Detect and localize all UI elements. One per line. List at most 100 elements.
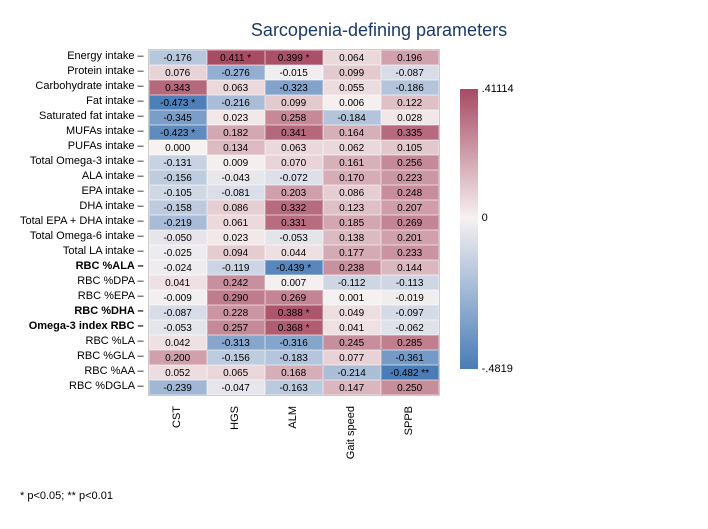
heatmap-cell: 0.042 (149, 335, 207, 350)
heatmap-cell: 0.070 (265, 155, 323, 170)
heatmap-cell: 0.258 (265, 110, 323, 125)
heatmap-cell: 0.233 (381, 245, 439, 260)
col-labels: CSTHGSALMGait speedSPPB (148, 400, 440, 470)
heatmap-cell: -0.216 (207, 95, 265, 110)
heatmap-cell: -0.047 (207, 380, 265, 395)
heatmap-cell: 0.076 (149, 65, 207, 80)
row-label: EPA intake – (20, 184, 144, 199)
heatmap-cell: 0.341 (265, 125, 323, 140)
heatmap-cell: -0.043 (207, 170, 265, 185)
col-label: SPPB (374, 406, 444, 464)
heatmap-cell: -0.323 (265, 80, 323, 95)
heatmap-cell: 0.144 (381, 260, 439, 275)
heatmap-cell: 0.094 (207, 245, 265, 260)
row-label: PUFAs intake – (20, 139, 144, 154)
heatmap-area: Energy intake –Protein intake –Carbohydr… (20, 49, 688, 470)
heatmap-cell: 0.065 (207, 365, 265, 380)
heatmap-cell: -0.423 * (149, 125, 207, 140)
heatmap-row: -0.423 *0.1820.3410.1640.335 (149, 125, 439, 140)
heatmap-cell: -0.087 (381, 65, 439, 80)
heatmap-cell: 0.138 (323, 230, 381, 245)
row-label: Omega-3 index RBC – (20, 319, 144, 334)
heatmap-cell: -0.025 (149, 245, 207, 260)
heatmap-row: -0.1310.0090.0700.1610.256 (149, 155, 439, 170)
heatmap-cell: 0.170 (323, 170, 381, 185)
heatmap-row: -0.1580.0860.3320.1230.207 (149, 200, 439, 215)
heatmap-row: -0.239-0.047-0.1630.1470.250 (149, 380, 439, 395)
heatmap-cell: -0.473 * (149, 95, 207, 110)
heatmap-cell: 0.388 * (265, 305, 323, 320)
heatmap-cell: -0.062 (381, 320, 439, 335)
heatmap-cell: -0.112 (323, 275, 381, 290)
heatmap-cell: 0.399 * (265, 50, 323, 65)
heatmap-cell: 0.290 (207, 290, 265, 305)
heatmap-cell: -0.156 (207, 350, 265, 365)
heatmap-cell: 0.185 (323, 215, 381, 230)
heatmap-cell: -0.009 (149, 290, 207, 305)
row-label: Protein intake – (20, 64, 144, 79)
heatmap-cell: 0.269 (265, 290, 323, 305)
heatmap-cell: -0.113 (381, 275, 439, 290)
heatmap-cell: 0.062 (323, 140, 381, 155)
heatmap-grid: -0.1760.411 *0.399 *0.0640.1960.076-0.27… (148, 49, 440, 396)
heatmap-row: -0.024-0.119-0.439 *0.2380.144 (149, 260, 439, 275)
heatmap-cell: 0.177 (323, 245, 381, 260)
heatmap-row: -0.105-0.0810.2030.0860.248 (149, 185, 439, 200)
heatmap-cell: -0.186 (381, 80, 439, 95)
row-label: ALA intake – (20, 169, 144, 184)
heatmap-cell: 0.052 (149, 365, 207, 380)
heatmap-row: -0.0250.0940.0440.1770.233 (149, 245, 439, 260)
heatmap-cell: 0.122 (381, 95, 439, 110)
heatmap-cell: 0.023 (207, 230, 265, 245)
heatmap-cell: 0.086 (323, 185, 381, 200)
footnote: * p<0.05; ** p<0.01 (20, 490, 688, 502)
heatmap-cell: 0.055 (323, 80, 381, 95)
heatmap-cell: 0.006 (323, 95, 381, 110)
heatmap-cell: -0.163 (265, 380, 323, 395)
heatmap-cell: 0.044 (265, 245, 323, 260)
heatmap-cell: 0.086 (207, 200, 265, 215)
row-label: RBC %GLA – (20, 349, 144, 364)
heatmap-cell: -0.050 (149, 230, 207, 245)
row-label: Total Omega-3 intake – (20, 154, 144, 169)
heatmap-cell: 0.343 (149, 80, 207, 95)
heatmap-cell: 0.009 (207, 155, 265, 170)
heatmap-cell: 0.332 (265, 200, 323, 215)
heatmap-cell: 0.223 (381, 170, 439, 185)
heatmap-cell: 0.245 (323, 335, 381, 350)
heatmap-cell: 0.411 * (207, 50, 265, 65)
row-label: RBC %LA – (20, 334, 144, 349)
heatmap-row: -0.473 *-0.2160.0990.0060.122 (149, 95, 439, 110)
heatmap-cell: 0.134 (207, 140, 265, 155)
row-label: Total Omega-6 intake – (20, 229, 144, 244)
row-label: DHA intake – (20, 199, 144, 214)
row-label: MUFAs intake – (20, 124, 144, 139)
colorbar-gradient (460, 89, 478, 369)
heatmap-row: 0.200-0.156-0.1830.077-0.361 (149, 350, 439, 365)
heatmap-cell: -0.345 (149, 110, 207, 125)
heatmap-cell: 0.203 (265, 185, 323, 200)
heatmap-row: -0.0530.2570.368 *0.041-0.062 (149, 320, 439, 335)
colorbar-label: 0 (482, 212, 488, 224)
heatmap-row: 0.076-0.276-0.0150.099-0.087 (149, 65, 439, 80)
heatmap-cell: -0.219 (149, 215, 207, 230)
heatmap-cell: 0.001 (323, 290, 381, 305)
heatmap-cell: 0.064 (323, 50, 381, 65)
heatmap-cell: 0.049 (323, 305, 381, 320)
heatmap-cell: -0.131 (149, 155, 207, 170)
heatmap-cell: 0.063 (265, 140, 323, 155)
heatmap-cell: 0.168 (265, 365, 323, 380)
row-labels: Energy intake –Protein intake –Carbohydr… (20, 49, 148, 394)
heatmap-cell: 0.182 (207, 125, 265, 140)
heatmap-cell: -0.482 ** (381, 365, 439, 380)
heatmap-cell: 0.000 (149, 140, 207, 155)
colorbar-label: .41114 (482, 83, 514, 95)
heatmap-cell: -0.097 (381, 305, 439, 320)
heatmap-row: -0.1760.411 *0.399 *0.0640.196 (149, 50, 439, 65)
heatmap-cell: -0.239 (149, 380, 207, 395)
heatmap-row: -0.0500.023-0.0530.1380.201 (149, 230, 439, 245)
heatmap-cell: 0.242 (207, 275, 265, 290)
heatmap-row: -0.0870.2280.388 *0.049-0.097 (149, 305, 439, 320)
heatmap-row: 0.0520.0650.168-0.214-0.482 ** (149, 365, 439, 380)
row-label: Energy intake – (20, 49, 144, 64)
